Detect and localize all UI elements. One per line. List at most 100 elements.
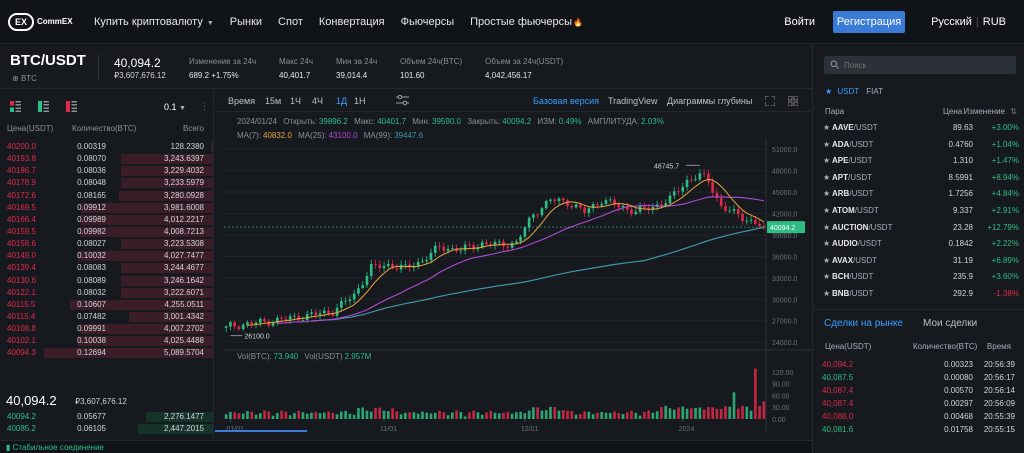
market-row[interactable]: ★ APT/USDT 8.5991 +8.94% [819,170,1019,187]
market-row[interactable]: ★ ATOM/USDT 9.337 +2.91% [819,203,1019,220]
orderbook-asks-icon[interactable] [66,101,77,112]
ask-row[interactable]: 40169.5 0.09912 3,981.6008 [0,202,213,214]
register-button[interactable]: Регистрация [833,10,906,33]
ask-row[interactable]: 40193.8 0.08070 3,243.6397 [0,153,213,165]
tab-market-trades[interactable]: Сделки на рынке [824,318,904,329]
interval-tab[interactable]: 4Ч [312,96,324,106]
ask-row[interactable]: 40108.8 0.09991 4,007.2702 [0,323,213,335]
star-icon[interactable]: ★ [823,139,831,149]
volume-bar [583,411,586,419]
ask-row[interactable]: 40149.0 0.10032 4,027.7477 [0,250,213,262]
market-row[interactable]: ★ ARB/USDT 1.7256 +4.84% [819,186,1019,203]
indicators-icon[interactable] [396,95,409,106]
interval-tab[interactable]: 15м [265,96,282,106]
header-pair[interactable]: Пара [825,107,845,116]
market-row[interactable]: ★ AUCTION/USDT 23.28 +12.79% [819,220,1019,237]
more-icon[interactable]: ⋮ [200,101,209,111]
market-row[interactable]: ★ AUDIO/USDT 0.1842 +2.22% [819,236,1019,253]
market-base: ATOM [832,205,855,215]
tab-usdt[interactable]: USDT [837,87,860,96]
nav-simple-futures[interactable]: Простые фьючерсы🔥 [470,16,583,28]
volume-bar [395,411,399,419]
nav-convert[interactable]: Конвертация [318,15,385,28]
bid-row[interactable]: 40085.2 0.06105 2,447.2015 [0,423,213,435]
ask-row[interactable]: 40200.0 0.00319 128.2380 [0,141,213,153]
candle-body [510,242,514,248]
ask-row[interactable]: 40166.4 0.09989 4,012.2217 [0,214,213,226]
market-row[interactable]: ★ APE/USDT 1.310 +1.47% [819,153,1019,170]
ask-row[interactable]: 40102.1 0.10038 4,025.4488 [0,335,213,347]
star-icon[interactable]: ★ [823,123,831,132]
row-total: 3,223.5308 [163,239,204,249]
market-row[interactable]: ★ AVAX/USDT 31.19 +6.89% [819,253,1019,270]
market-symbol: BNB/USDT [832,286,873,303]
interval-tab[interactable]: 1Ч [290,96,302,106]
tab-my-trades[interactable]: Мои сделки [923,318,978,329]
candle-body [229,322,232,327]
view-tab[interactable]: Диаграммы глубины [667,96,753,106]
nav-markets[interactable]: Рынки [229,15,263,28]
search-box[interactable] [824,56,1016,74]
bid-row[interactable]: 40094.2 0.05677 2,276.1477 [0,411,213,423]
fullscreen-icon[interactable] [765,96,775,106]
time-scrollbar[interactable] [215,430,307,432]
ask-row[interactable]: 40159.5 0.09982 4,008.7213 [0,226,213,238]
market-row[interactable]: ★ ADA/USDT 0.4760 +1.04% [819,137,1019,154]
orderbook-bids-icon[interactable] [38,101,49,112]
time-label[interactable]: Время [228,96,256,106]
star-icon[interactable]: ★ [823,189,831,199]
precision-select[interactable]: 0.1 ▼ [164,102,186,112]
pair-selector[interactable]: BTC/USDT [10,52,86,69]
market-change: +3.60% [991,272,1019,282]
row-total: 3,981.6008 [163,202,204,212]
header-price[interactable]: Цена [943,107,963,116]
orderbook-both-icon[interactable] [10,101,21,112]
grid-icon[interactable] [788,96,798,106]
ask-row[interactable]: 40115.5 0.10607 4,255.0511 [0,299,213,311]
ask-row[interactable]: 40115.4 0.07482 3,001.4342 [0,311,213,323]
ask-row[interactable]: 40094.3 0.12694 5,089.5704 [0,347,213,359]
star-icon[interactable]: ★ [823,288,831,298]
price-chart[interactable]: 2024/01/24 Открыть: 39896.2 Макс: 40401.7 … [215,112,811,435]
market-row[interactable]: ★ BCH/USDT 235.9 +3.60% [819,269,1019,286]
interval-tab[interactable]: 1Д [336,96,348,106]
candle-body [643,206,646,208]
ask-row[interactable]: 40139.4 0.08083 3,244.4677 [0,262,213,274]
currency-selector[interactable]: RUB [982,15,1006,28]
star-icon[interactable]: ★ [825,87,833,96]
ask-row[interactable]: 40130.6 0.08089 3,246.1642 [0,275,213,287]
search-input[interactable] [844,56,1012,74]
star-icon[interactable]: ★ [823,172,831,182]
ask-row[interactable]: 40172.6 0.08165 3,280.0928 [0,190,213,202]
ask-row[interactable]: 40178.9 0.08048 3,233.5979 [0,177,213,189]
nav-spot[interactable]: Спот [278,15,303,28]
last-price: 40,094.2 [114,56,161,70]
header-price: Цена(USDT) [825,342,872,351]
ask-row[interactable]: 40122.1 0.08032 3,222.6071 [0,287,213,299]
sort-icon[interactable]: ⇅ [1010,107,1017,116]
market-change: +1.47% [991,156,1019,166]
tab-fiat[interactable]: FIAT [866,87,884,96]
depth-bar [81,202,213,213]
market-row[interactable]: ★ AAVE/USDT 89.63 +3.00% [819,120,1019,137]
view-tab[interactable]: TradingView [608,96,658,106]
star-icon[interactable]: ★ [823,255,831,265]
language-selector[interactable]: Русский [931,15,972,28]
star-icon[interactable]: ★ [823,156,831,166]
star-icon[interactable]: ★ [823,222,831,232]
x-tick-label: 01/01 [226,426,244,433]
market-row[interactable]: ★ BNB/USDT 292.9 -1.38% [819,286,1019,303]
header-change[interactable]: Изменение [963,107,1005,116]
ask-row[interactable]: 40186.7 0.08036 3,229.4032 [0,165,213,177]
star-icon[interactable]: ★ [823,205,831,215]
star-icon[interactable]: ★ [823,272,831,282]
star-icon[interactable]: ★ [823,239,831,249]
login-button[interactable]: Войти [784,15,816,28]
view-tab[interactable]: Базовая версия [533,96,599,106]
candle-body [711,181,714,193]
nav-buy-crypto[interactable]: Купить криптовалюту ▼ [94,16,214,28]
nav-futures[interactable]: Фьючерсы [400,15,455,28]
interval-tab[interactable]: 1Н [354,96,366,106]
logo[interactable]: EX CommEX [8,12,82,31]
ask-row[interactable]: 40158.6 0.08027 3,223.5308 [0,238,213,250]
